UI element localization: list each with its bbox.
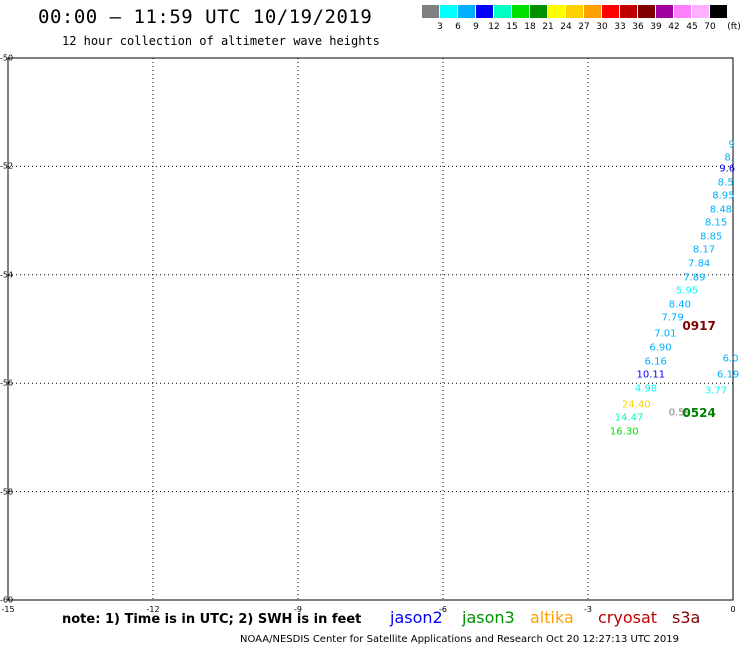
wave-height-label: 16.30 — [609, 426, 639, 438]
wave-height-label: 7.89 — [683, 272, 706, 283]
units-note: note: 1) Time is in UTC; 2) SWH is in fe… — [62, 612, 362, 627]
wave-height-label: 14.47 — [614, 412, 644, 424]
colorbar-label: 24 — [560, 22, 572, 32]
color-swatch — [710, 5, 727, 18]
color-swatch — [584, 5, 601, 18]
colorbar-label: 12 — [488, 22, 500, 32]
colorbar-label: 45 — [686, 22, 698, 32]
wave-height-label: 7.84 — [688, 258, 711, 270]
wave-height-label: 6.0 — [722, 353, 739, 365]
colorbar-label: 33 — [614, 22, 626, 32]
colorbar-label: 70 — [704, 22, 716, 32]
lon-tick-label: -3 — [584, 605, 592, 614]
wave-height-label: 24.40 — [622, 399, 651, 411]
lon-tick-label: -6 — [439, 605, 447, 614]
color-swatch — [620, 5, 637, 18]
wave-height-label: 8. — [724, 152, 734, 164]
color-swatch — [566, 5, 583, 18]
wave-height-label: 6.19 — [717, 369, 740, 381]
color-swatch — [692, 5, 709, 18]
wave-height-label: 9.6 — [719, 163, 736, 175]
wave-height-label: 8.17 — [692, 244, 716, 256]
colorbar-label: 6 — [455, 22, 461, 32]
wave-height-label: 8.15 — [704, 217, 728, 229]
lon-tick-label: -15 — [1, 605, 15, 614]
wave-height-label: 9 — [728, 139, 735, 151]
pass-time-label: 0917 — [682, 319, 716, 334]
wave-height-label: 8.40 — [668, 299, 691, 311]
wave-height-label: 6.90 — [649, 342, 672, 354]
colorbar-label: 9 — [473, 22, 479, 32]
wave-height-label: 0.59 — [668, 407, 691, 419]
wave-height-label: 4.98 — [634, 383, 658, 395]
colorbar-label: 15 — [506, 22, 518, 32]
lat-tick-label: -52 — [0, 161, 14, 171]
colorbar-label: 27 — [578, 22, 590, 32]
colorbar-label: 3 — [437, 22, 443, 32]
color-swatch — [548, 5, 565, 18]
color-swatch — [656, 5, 673, 18]
color-swatch — [440, 5, 457, 18]
satellite-altika: altika — [530, 608, 574, 627]
wave-height-label: 8.95 — [712, 190, 735, 202]
colorbar-label: 39 — [650, 22, 662, 32]
satellite-jason2: jason2 — [390, 608, 443, 627]
satellite-jason3: jason3 — [462, 608, 515, 627]
plot-frame — [7, 57, 734, 601]
satellite-s3a: s3a — [672, 608, 701, 627]
lat-tick-label: -58 — [0, 487, 14, 497]
lat-tick-label: -50 — [0, 53, 14, 63]
colorbar-label: 30 — [596, 22, 608, 32]
colorbar-label: 36 — [632, 22, 644, 32]
wave-height-label: 3.77 — [704, 385, 728, 397]
color-swatch — [422, 5, 439, 18]
lat-tick-label: -54 — [0, 270, 14, 280]
colorbar-label: 42 — [668, 22, 680, 32]
map-title: 00:00 – 11:59 UTC 10/19/2019 — [38, 6, 373, 28]
color-swatch — [512, 5, 529, 18]
lon-tick-label: -12 — [146, 605, 160, 614]
wave-height-label: 8.48 — [709, 204, 733, 216]
color-swatch — [494, 5, 511, 18]
colorbar-unit: (ft) — [727, 22, 740, 32]
wave-height-label: 5.95 — [675, 285, 699, 297]
color-swatch — [674, 5, 691, 18]
colorbar-label: 21 — [542, 22, 554, 32]
color-swatch — [458, 5, 475, 18]
wave-height-label: 10.11 — [636, 369, 666, 381]
color-swatch — [638, 5, 655, 18]
lon-tick-label: -9 — [294, 605, 302, 614]
wave-height-label: 8.85 — [700, 231, 723, 243]
wave-height-label: 7.01 — [654, 328, 677, 340]
lat-tick-label: -60 — [0, 595, 14, 605]
color-swatch — [530, 5, 547, 18]
lon-tick-label: 0 — [730, 605, 736, 614]
grid-lines — [8, 58, 733, 600]
map-subtitle: 12 hour collection of altimeter wave hei… — [62, 34, 380, 48]
credit-footer: NOAA/NESDIS Center for Satellite Applica… — [240, 634, 679, 645]
wave-height-label: 6.16 — [644, 356, 667, 368]
wave-height-label: 8.5 — [717, 177, 734, 189]
colorbar-label: 18 — [524, 22, 536, 32]
color-swatch — [476, 5, 493, 18]
satellite-cryosat: cryosat — [598, 608, 658, 627]
pass-time-label: 0524 — [682, 406, 716, 420]
lat-tick-label: -56 — [0, 378, 14, 388]
wave-height-label: 7.79 — [661, 312, 684, 324]
color-swatch — [602, 5, 619, 18]
